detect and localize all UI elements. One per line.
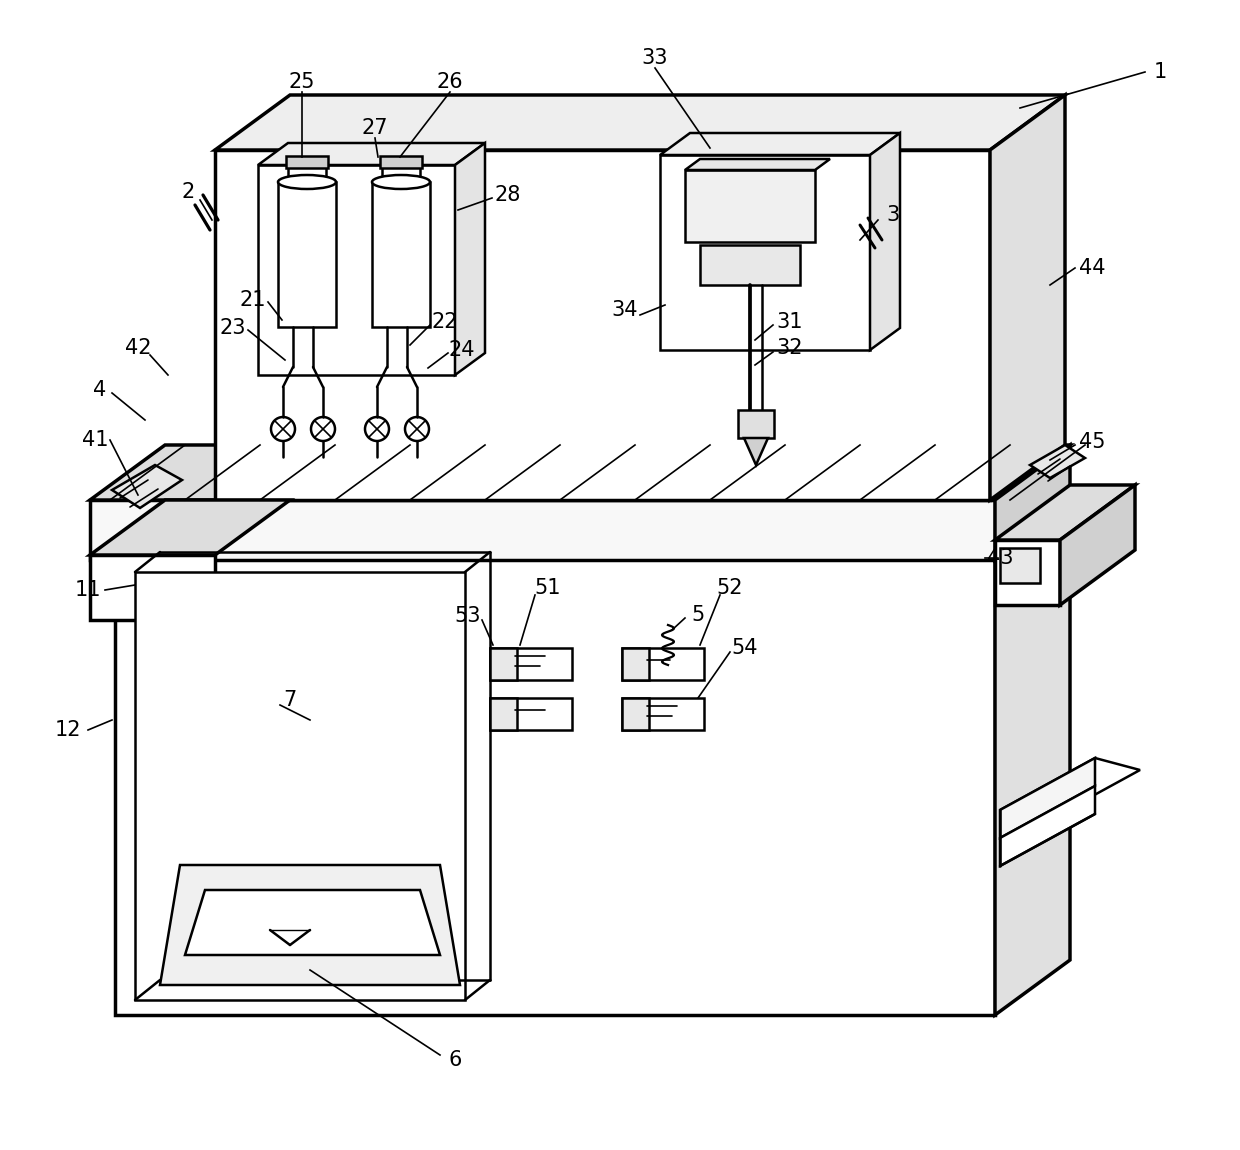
Bar [115,555,994,1015]
Bar [701,245,800,285]
Text: 22: 22 [432,312,459,332]
Bar [994,540,1060,605]
Polygon shape [1060,485,1135,605]
Text: 28: 28 [495,185,521,205]
Bar [622,698,704,730]
Polygon shape [258,143,485,164]
Text: 21: 21 [239,290,267,310]
Polygon shape [744,438,768,465]
Bar [278,182,336,327]
Text: 41: 41 [82,430,108,450]
Polygon shape [999,785,1095,866]
Polygon shape [215,95,1065,150]
Ellipse shape [372,175,430,189]
Polygon shape [185,890,440,954]
Text: 5: 5 [692,605,704,624]
Text: 54: 54 [732,638,758,658]
Bar [286,156,329,168]
Bar [660,155,870,350]
Bar [490,647,517,680]
Text: 31: 31 [776,312,804,332]
Text: 32: 32 [776,338,804,358]
Ellipse shape [278,175,336,189]
Bar [490,698,572,730]
Polygon shape [684,159,830,170]
Text: 7: 7 [284,690,296,710]
Bar [490,698,517,730]
Bar [999,549,1040,583]
Text: 3: 3 [887,205,900,225]
Text: 2: 2 [181,182,195,202]
Polygon shape [994,445,1070,560]
Bar [288,164,326,186]
Text: 25: 25 [289,72,315,92]
Text: 6: 6 [449,1050,461,1070]
Polygon shape [999,758,1095,838]
Polygon shape [115,500,1070,555]
Bar [258,164,455,375]
Text: 44: 44 [1079,258,1105,278]
Text: 23: 23 [219,319,247,338]
Bar [684,170,815,242]
Polygon shape [160,865,460,986]
Bar [622,647,704,680]
Polygon shape [999,758,1140,822]
Text: 1: 1 [1153,62,1167,82]
Polygon shape [994,500,1070,1015]
Text: 42: 42 [125,338,151,358]
Text: 33: 33 [642,48,668,68]
Bar [738,411,774,438]
Bar [135,572,465,1000]
Polygon shape [1030,445,1085,478]
Text: 27: 27 [362,118,388,138]
Text: 34: 34 [611,300,639,320]
Polygon shape [91,500,290,555]
Polygon shape [870,133,900,350]
Polygon shape [112,465,182,508]
Bar [622,647,649,680]
Bar [215,150,990,500]
Polygon shape [455,143,485,375]
Text: 26: 26 [436,72,464,92]
Text: 53: 53 [455,606,481,626]
Polygon shape [990,95,1065,500]
Text: 52: 52 [717,578,743,598]
Bar [372,182,430,327]
Polygon shape [994,485,1135,540]
Polygon shape [91,445,1070,500]
Bar [379,156,422,168]
Bar [622,698,649,730]
Text: 4: 4 [93,380,107,400]
Bar [91,555,215,620]
Bar [382,164,420,186]
Text: 12: 12 [55,720,82,739]
Text: 45: 45 [1079,432,1105,452]
Polygon shape [660,133,900,155]
Text: 24: 24 [449,340,475,360]
Text: 43: 43 [987,549,1013,568]
Text: 11: 11 [74,580,102,600]
Bar [490,647,572,680]
Text: 51: 51 [534,578,562,598]
Bar [91,500,994,560]
